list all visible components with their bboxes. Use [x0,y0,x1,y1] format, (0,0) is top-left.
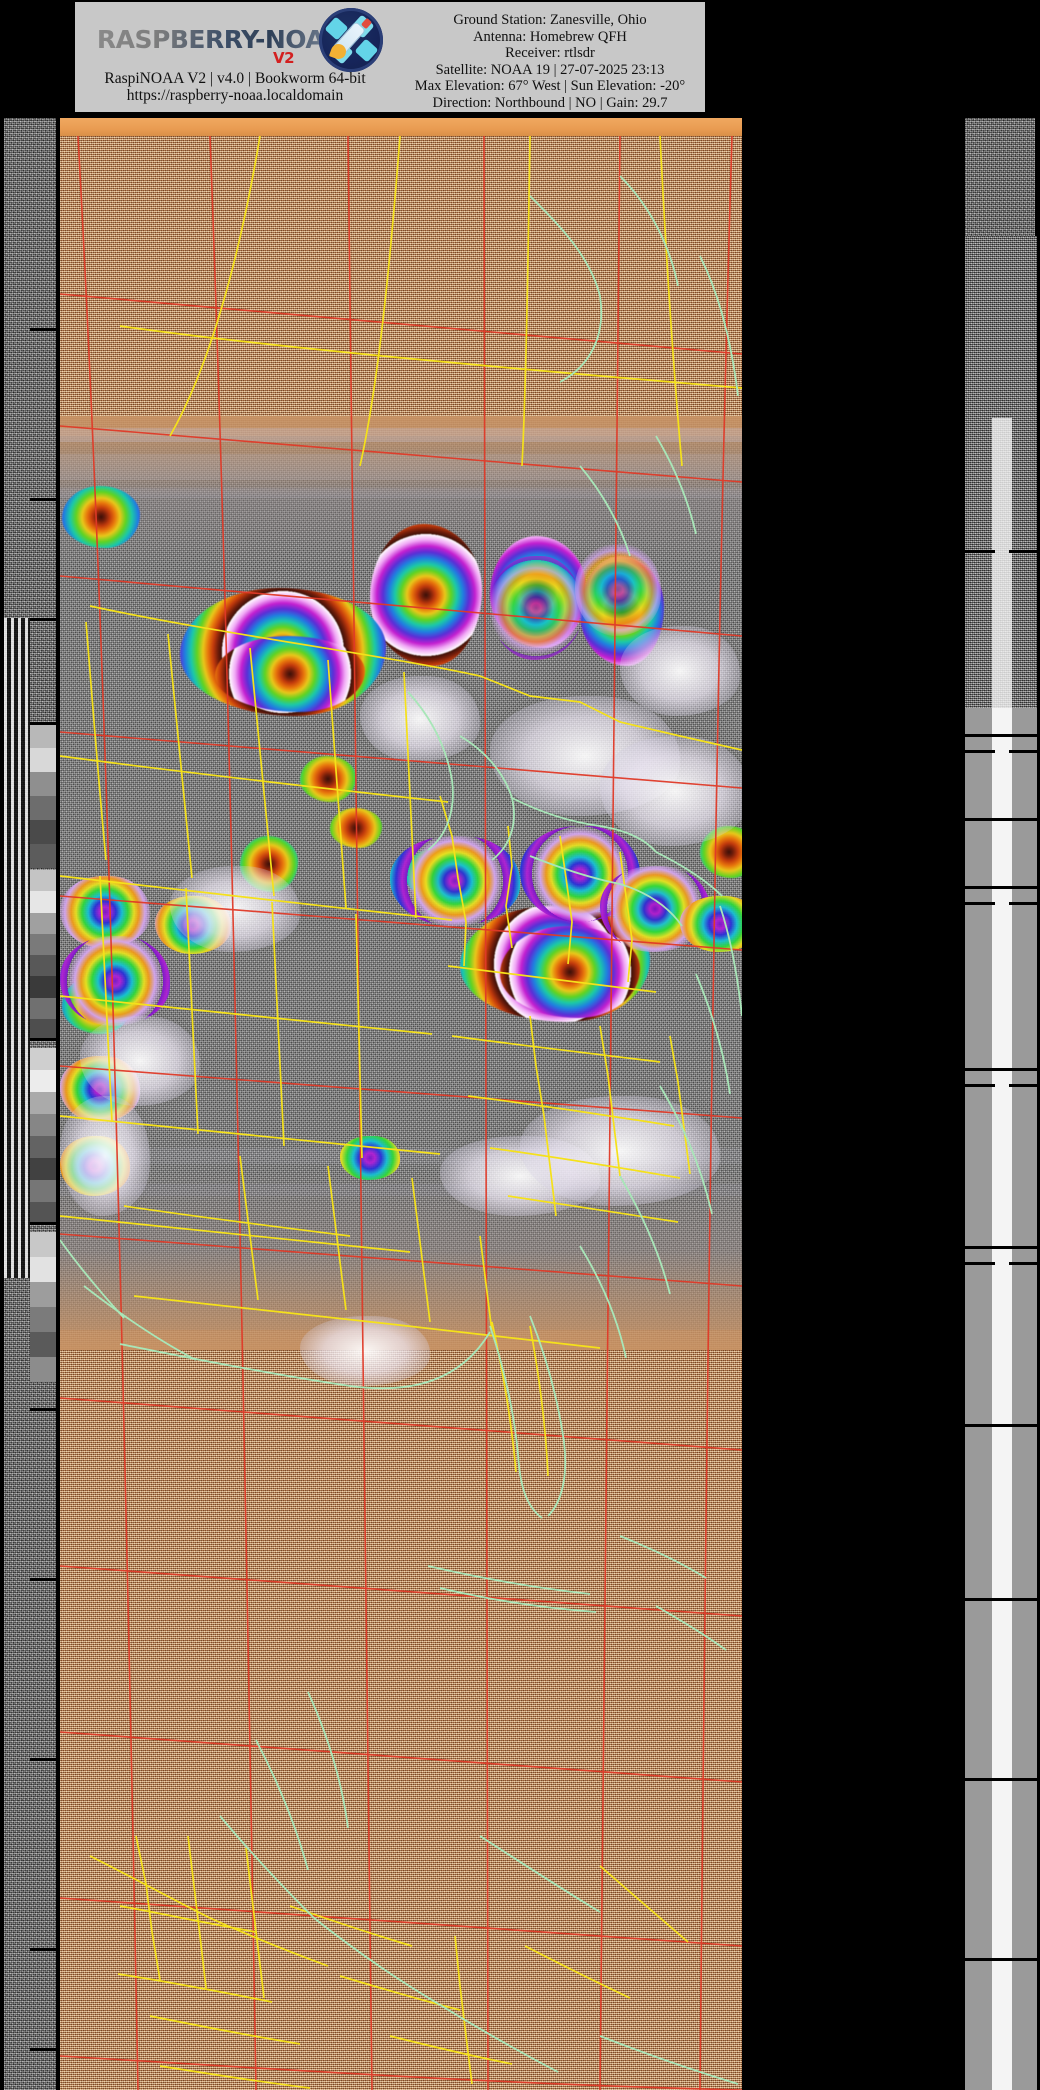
right-sync-marker [965,1598,1040,1601]
right-sync-marker [1009,1262,1040,1265]
left-calibration-wedge-3 [30,1048,56,1224]
brand-wordmark: RASPBERRY-NOAA [97,25,373,54]
cloud-mass [520,1096,720,1206]
warm-region-top [60,136,742,436]
scan-band-artifact [60,488,742,498]
right-sync-marker [965,1262,995,1265]
right-sync-marker [965,1068,1040,1071]
storm-cell [370,524,482,666]
right-sync-marker [965,550,995,553]
station-url-line: https://raspberry-noaa.localdomain [126,87,344,104]
satellite-logo-icon [319,8,383,72]
right-sync-marker [965,886,1040,889]
cloud-mass [620,626,740,716]
cold-cloud-region [575,544,661,636]
right-wedge-gray-left [965,708,992,2090]
right-sync-marker [965,1424,1040,1427]
scan-band-artifact [60,428,742,442]
right-sync-marker [965,734,1040,737]
storm-cell [330,808,382,848]
cloud-mass [170,866,300,952]
software-version-line: RaspiNOAA V2 | v4.0 | Bookworm 64-bit [104,70,366,87]
scan-band-artifact [60,454,742,480]
right-wedge-white-band [992,708,1012,2090]
left-sync-stripes [4,618,30,1278]
header-bar: RASPBERRY-NOAA V2 RaspiNOAA V2 | v4.0 | … [75,2,705,112]
left-calibration-wedge-4 [30,1232,56,1382]
warm-region-bottom [60,1330,742,2090]
storm-cell [62,486,140,548]
right-sync-marker [1009,750,1040,753]
storm-cell [215,636,365,712]
right-wedge-white-upper [992,418,1012,710]
cloud-mass [80,1016,200,1106]
right-sync-marker [1009,1084,1040,1087]
cold-cloud-region [60,936,170,1026]
left-calibration-wedge-2 [30,870,56,1040]
right-sync-marker [965,1958,1040,1961]
right-sync-marker [965,818,1040,821]
storm-cell [300,756,356,802]
swath-top-band [60,118,742,136]
right-telemetry-column [962,118,1040,2090]
left-telemetry-column [0,118,60,2090]
cold-cloud-region [390,836,520,926]
elevation-line: Max Elevation: 67° West | Sun Elevation:… [414,78,686,94]
right-sync-marker [965,1084,995,1087]
receiver-line: Receiver: rtlsdr [505,45,595,61]
header-branding-panel: RASPBERRY-NOAA V2 RaspiNOAA V2 | v4.0 | … [75,2,395,112]
ground-station-line: Ground Station: Zanesville, Ohio [453,12,647,28]
right-sync-marker [1009,550,1040,553]
brand-row: RASPBERRY-NOAA V2 [75,8,395,72]
right-sync-marker [965,750,995,753]
brand-version-badge: V2 [273,49,295,67]
cloud-mass [360,676,480,762]
satellite-line: Satellite: NOAA 19 | 27-07-2025 23:13 [435,61,665,78]
apt-satellite-image [60,136,742,2090]
cold-cloud-region [490,556,582,660]
right-sync-marker [965,902,995,905]
right-sync-marker [1009,902,1040,905]
cloud-mass [300,1316,430,1386]
cloud-mass [600,736,742,846]
cold-cloud-region [340,1136,400,1180]
direction-line: Direction: Northbound | NO | Gain: 29.7 [432,94,668,111]
right-sync-marker [965,1778,1040,1781]
left-calibration-wedge-1 [30,724,56,868]
cloud-mass [60,1096,150,1216]
right-sync-marker [965,1246,1040,1249]
antenna-line: Antenna: Homebrew QFH [473,28,627,45]
station-software-info: RaspiNOAA V2 | v4.0 | Bookworm 64-bit ht… [75,70,395,104]
pass-metadata-panel: Ground Station: Zanesville, Ohio Antenna… [395,2,705,111]
right-wedge-gray-right [1012,708,1037,2090]
